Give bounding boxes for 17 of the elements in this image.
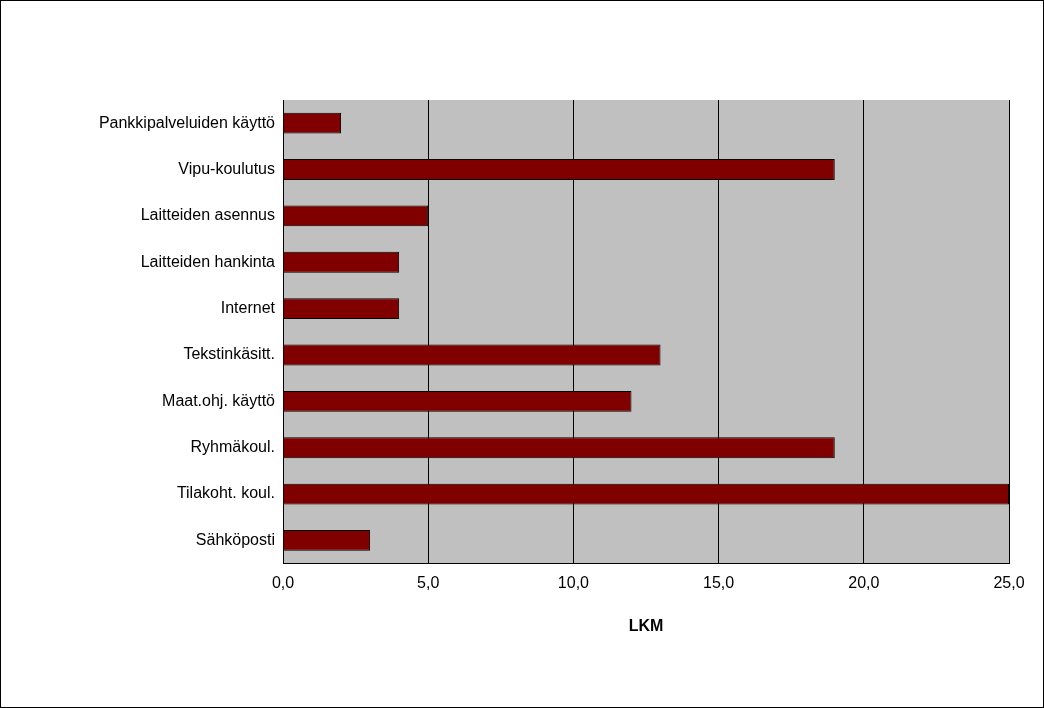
y-tick-label: Internet (220, 299, 276, 317)
y-tick-label: Laitteiden asennus (140, 206, 275, 224)
y-tick-label: Tekstinkäsitt. (183, 345, 275, 363)
y-tick-label: Sähköposti (195, 530, 275, 548)
y-tick-label: Ryhmäkoul. (190, 438, 275, 456)
y-tick-label: Pankkipalveluiden käyttö (98, 113, 276, 131)
x-axis-title: LKM (628, 616, 664, 634)
x-tick-label: 15,0 (703, 573, 735, 591)
y-tick-label: Maat.ohj. käyttö (162, 391, 276, 409)
x-tick-label: 5,0 (417, 573, 440, 591)
x-tick-label: 20,0 (848, 573, 880, 591)
y-tick-label: Laitteiden hankinta (140, 252, 276, 270)
x-tick-label: 10,0 (557, 573, 590, 591)
y-tick-label: Tilakoht. koul. (176, 484, 275, 502)
y-tick-label: Vipu-koulutus (178, 159, 275, 177)
x-tick-label: 25,0 (993, 573, 1025, 591)
x-tick-label: 0,0 (271, 573, 295, 591)
